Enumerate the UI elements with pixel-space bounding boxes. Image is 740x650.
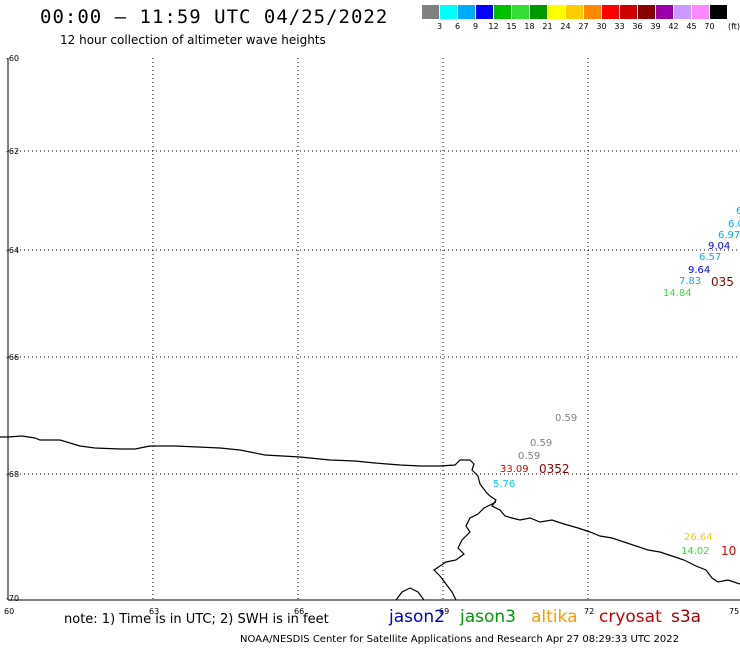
credit-line: NOAA/NESDIS Center for Satellite Applica… xyxy=(240,634,679,645)
latitude-label: -68 xyxy=(6,470,19,479)
latitude-label: -62 xyxy=(6,147,19,156)
latitude-label: -70 xyxy=(6,594,19,603)
pass-time-label: 0352 xyxy=(539,462,570,476)
coastline-island xyxy=(396,588,424,600)
latitude-label: -64 xyxy=(6,246,19,255)
swh-value: 7.83 xyxy=(679,276,701,287)
swh-value: 5.76 xyxy=(493,479,515,490)
coastline-main xyxy=(0,436,740,584)
swh-value: 9.04 xyxy=(708,241,730,252)
swh-value: 33.09 xyxy=(500,464,529,475)
longitude-label: 60 xyxy=(4,607,14,616)
satellite-s3a: s3a xyxy=(671,607,701,627)
swh-value: 0.59 xyxy=(555,413,577,424)
swh-value: 6.57 xyxy=(699,252,721,263)
latitude-label: -66 xyxy=(6,353,19,362)
swh-value: 6. xyxy=(736,206,740,217)
map-frame xyxy=(8,58,740,600)
graticule xyxy=(8,58,740,600)
swh-value: 14.84 xyxy=(663,288,692,299)
footer-note: note: 1) Time is in UTC; 2) SWH is in fe… xyxy=(64,612,329,627)
swh-value: 6.97 xyxy=(718,230,740,241)
coastline xyxy=(0,436,740,600)
pass-time-label: 10 xyxy=(721,544,736,558)
swh-value: 6.0 xyxy=(728,219,740,230)
pass-time-label: 035 xyxy=(711,275,734,289)
longitude-label: 72 xyxy=(584,607,594,616)
satellite-jason3: jason3 xyxy=(460,607,516,627)
swh-value: 14.02 xyxy=(681,546,710,557)
swh-value: 26.64 xyxy=(684,532,713,543)
latitude-label: -60 xyxy=(6,54,19,63)
longitude-label: 75 xyxy=(729,607,739,616)
satellite-cryosat: cryosat xyxy=(599,607,662,627)
swh-value: 0.59 xyxy=(530,438,552,449)
satellite-altika: altika xyxy=(531,607,578,627)
swh-value: 0.59 xyxy=(518,451,540,462)
satellite-jason2: jason2 xyxy=(389,607,445,627)
swh-value: 9.64 xyxy=(688,265,710,276)
